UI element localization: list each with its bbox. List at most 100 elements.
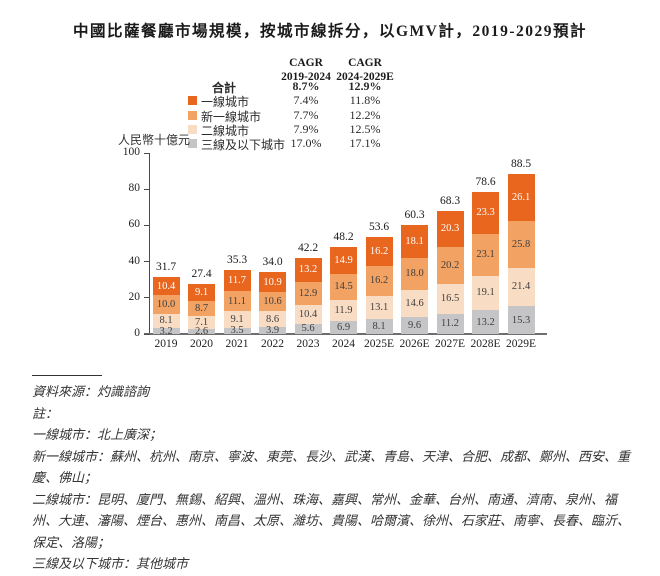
footnote-divider (32, 375, 102, 376)
legend-cagr-2019-2024: 17.0% (290, 136, 322, 151)
bar-total-label: 31.7 (155, 260, 177, 273)
bar-segment-三線及以下城市: 13.2 (472, 310, 499, 334)
bar-segment-一線城市: 18.1 (401, 224, 428, 258)
bar-segment-三線及以下城市: 3.2 (152, 326, 180, 336)
bar-segment-新一線城市: 23.1 (472, 233, 499, 276)
cagr-column-header-2024-2029E: CAGR 2024-2029E (336, 57, 394, 84)
segment-value-label: 2.6 (194, 326, 209, 338)
legend-label: 三線及以下城市 (201, 138, 286, 153)
note-line-1: 新一線城市：蘇州、杭州、南京、寧波、東莞、長沙、武漢、青島、天津、合肥、成都、鄭… (32, 448, 631, 486)
segment-value-label: 18.1 (405, 235, 424, 247)
x-axis-line (144, 333, 547, 335)
bar-2021: 11.7 11.1 9.1 3.5 (223, 269, 251, 337)
bar-segment-三線及以下城市: 11.2 (436, 313, 464, 334)
x-axis-category-label: 2023 (296, 338, 320, 350)
bar-segment-新一線城市: 12.9 (294, 281, 322, 306)
bar-total-label: 48.2 (333, 230, 354, 243)
legend-row-2: 新一線城市 7.7% 12.2% (185, 107, 415, 124)
y-tick-label: 80 (128, 182, 141, 195)
chart-title: 中國比薩餐廳市場規模，按城市線拆分，以GMV計，2019-2029預計 (72, 23, 588, 40)
bar-2028E: 23.3 23.1 19.1 13.2 (472, 191, 499, 334)
segment-value-label: 10.4 (298, 308, 318, 320)
bar-segment-三線及以下城市: 6.9 (330, 321, 357, 334)
bar-2027E: 20.3 20.2 16.5 11.2 (436, 210, 464, 334)
segment-value-label: 3.5 (230, 325, 244, 337)
segment-value-label: 11.7 (228, 275, 246, 286)
note-label: 註： (32, 405, 59, 421)
bar-segment-一線城市: 11.7 (223, 269, 251, 292)
segment-value-label: 23.3 (476, 207, 495, 219)
y-tick-mark (144, 261, 150, 263)
legend-cagr-table: 合計 8.7% 12.9% 一線城市 7.4% 11.8% 新一線城市 7.7% 12.2% 二線… (185, 79, 415, 153)
segment-value-label: 10.6 (263, 296, 282, 308)
segment-value-label: 14.6 (405, 297, 424, 309)
bar-segment-一線城市: 10.4 (152, 276, 180, 296)
bar-2024: 14.9 14.5 11.9 6.9 (330, 246, 357, 334)
note-definitions: 一線城市：北上廣深； 新一線城市：蘇州、杭州、南京、寧波、東莞、長沙、武漢、青島、… (32, 424, 636, 575)
bar-2020: 9.1 8.7 7.1 2.6 (188, 284, 215, 338)
bar-segment-三線及以下城市: 5.6 (294, 324, 322, 334)
legend-cagr-2024-2029E: 12.2% (349, 107, 381, 122)
bar-segment-二線城市: 7.1 (188, 316, 215, 330)
bar-segment-新一線城市: 8.7 (188, 300, 215, 317)
segment-value-label: 9.1 (194, 286, 209, 298)
segment-value-label: 19.1 (476, 287, 495, 299)
y-tick-mark (144, 188, 150, 190)
segment-value-label: 16.2 (369, 246, 389, 258)
bar-total-label: 88.5 (510, 157, 532, 170)
x-axis-category-label: 2024 (332, 338, 355, 350)
bar-segment-二線城市: 8.6 (259, 311, 286, 327)
bar-segment-新一線城市: 10.0 (152, 295, 180, 314)
legend-cagr-2024-2029E: 11.8% (349, 93, 381, 108)
bar-segment-新一線城市: 20.2 (436, 247, 464, 284)
y-tick-label: 40 (128, 254, 141, 267)
y-tick-mark (144, 152, 150, 154)
bar-total-label: 78.6 (475, 175, 496, 188)
bar-segment-一線城市: 23.3 (472, 191, 499, 234)
segment-value-label: 13.2 (476, 316, 495, 328)
bar-total-label: 34.0 (262, 256, 283, 269)
segment-value-label: 21.4 (511, 281, 531, 293)
bar-segment-一線城市: 13.2 (294, 257, 322, 282)
legend-row-4: 三線及以下城市 17.0% 17.1% (185, 136, 415, 153)
y-tick-label: 0 (134, 327, 140, 339)
bar-segment-一線城市: 14.9 (330, 246, 357, 274)
note-line-3: 三線及以下城市：其他城市 (32, 556, 189, 571)
legend-cagr-2024-2029E: 12.9% (348, 79, 382, 93)
segment-value-label: 12.9 (298, 287, 318, 299)
y-axis-unit-label: 人民幣十億元 (118, 133, 191, 147)
bar-2025E: 16.2 16.2 13.1 8.1 (365, 236, 393, 334)
legend-label: 二線城市 (201, 123, 250, 138)
segment-value-label: 9.1 (230, 313, 244, 325)
legend-label: 合計 (212, 81, 237, 95)
bar-segment-一線城市: 16.2 (365, 236, 393, 267)
x-axis-category-label: 2029E (505, 338, 537, 350)
bar-2029E: 26.1 25.8 21.4 15.3 (507, 173, 535, 334)
x-axis-category-label: 2025E (363, 338, 395, 350)
segment-value-label: 9.6 (407, 319, 422, 331)
bar-segment-三線及以下城市: 15.3 (507, 306, 535, 334)
x-axis-category-label: 2021 (225, 338, 249, 350)
bar-total-label: 35.3 (226, 253, 248, 266)
segment-value-label: 6.9 (336, 322, 351, 334)
x-axis-category-label: 2022 (261, 338, 284, 350)
bar-segment-一線城市: 9.1 (188, 284, 215, 301)
bar-segment-二線城市: 9.1 (223, 311, 251, 328)
bar-segment-新一線城市: 11.1 (223, 291, 251, 312)
bar-segment-新一線城市: 14.5 (330, 273, 357, 300)
source-line: 資料來源：灼識諮詢 (32, 384, 150, 399)
legend-row-1: 一線城市 7.4% 11.8% (185, 93, 415, 109)
legend-cagr-2019-2024: 7.7% (293, 107, 319, 122)
bar-total-label: 53.6 (368, 220, 390, 233)
segment-value-label: 23.1 (476, 249, 495, 261)
bar-total-label: 68.3 (439, 194, 461, 207)
cagr-column-header-2019-2024: CAGR 2019-2024 (281, 57, 331, 84)
segment-value-label: 16.2 (369, 275, 389, 287)
segment-value-label: 8.6 (265, 313, 280, 325)
bar-2022: 10.9 10.6 8.6 3.9 (259, 272, 286, 336)
legend-swatch (188, 139, 197, 149)
y-tick-label: 60 (128, 218, 141, 231)
legend-label: 新一線城市 (201, 109, 262, 124)
